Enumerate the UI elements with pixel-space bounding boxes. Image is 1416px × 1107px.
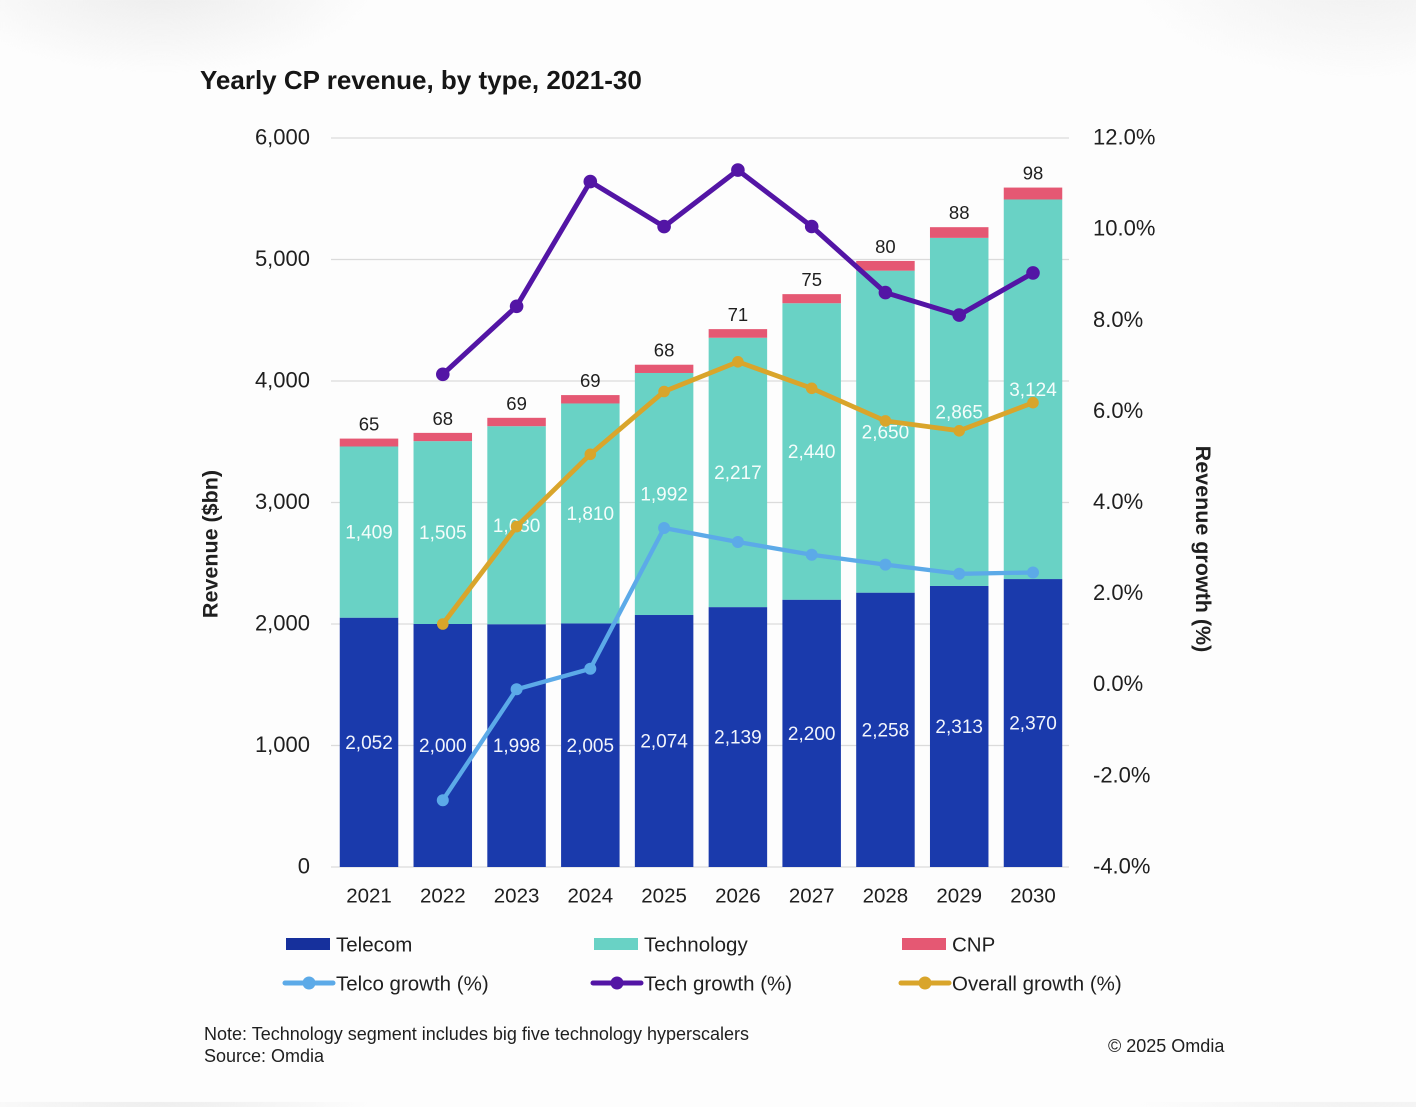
svg-text:69: 69: [506, 393, 527, 414]
svg-text:2,440: 2,440: [788, 442, 836, 463]
svg-text:2030: 2030: [1010, 885, 1056, 908]
svg-text:75: 75: [801, 269, 822, 290]
svg-text:1,992: 1,992: [640, 485, 688, 506]
svg-text:Revenue growth (%): Revenue growth (%): [1191, 446, 1215, 653]
svg-text:2,258: 2,258: [862, 720, 910, 741]
svg-text:2,052: 2,052: [345, 733, 393, 754]
svg-text:4.0%: 4.0%: [1093, 489, 1143, 514]
svg-text:Telco growth (%): Telco growth (%): [336, 972, 489, 995]
svg-text:68: 68: [654, 340, 675, 361]
svg-text:4,000: 4,000: [255, 368, 310, 393]
svg-text:2,650: 2,650: [862, 422, 910, 443]
svg-text:2.0%: 2.0%: [1093, 580, 1143, 605]
svg-text:Revenue ($bn): Revenue ($bn): [199, 470, 223, 618]
svg-text:CNP: CNP: [952, 933, 995, 956]
svg-text:-2.0%: -2.0%: [1093, 762, 1150, 787]
svg-text:2023: 2023: [494, 885, 540, 908]
svg-text:2026: 2026: [715, 885, 761, 908]
svg-text:65: 65: [359, 414, 380, 435]
svg-text:5,000: 5,000: [255, 246, 310, 271]
svg-text:10.0%: 10.0%: [1093, 216, 1155, 241]
svg-text:98: 98: [1023, 163, 1044, 184]
svg-text:Note: Technology segment inclu: Note: Technology segment includes big fi…: [204, 1024, 749, 1044]
svg-text:0.0%: 0.0%: [1093, 671, 1143, 696]
svg-text:2028: 2028: [863, 885, 909, 908]
svg-text:Yearly CP revenue, by type, 20: Yearly CP revenue, by type, 2021-30: [200, 65, 642, 95]
svg-text:1,000: 1,000: [255, 732, 310, 757]
svg-text:1,505: 1,505: [419, 523, 467, 544]
svg-text:2,139: 2,139: [714, 728, 762, 749]
svg-text:2,000: 2,000: [255, 611, 310, 636]
svg-text:3,000: 3,000: [255, 489, 310, 514]
svg-text:2022: 2022: [420, 885, 466, 908]
svg-text:0: 0: [298, 854, 310, 879]
svg-text:-4.0%: -4.0%: [1093, 854, 1150, 879]
svg-text:© 2025 Omdia: © 2025 Omdia: [1108, 1036, 1225, 1056]
svg-text:Overall growth (%): Overall growth (%): [952, 972, 1122, 995]
svg-text:88: 88: [949, 202, 970, 223]
svg-text:2,000: 2,000: [419, 736, 467, 757]
svg-text:2,074: 2,074: [640, 732, 688, 753]
svg-text:68: 68: [433, 408, 454, 429]
svg-text:1,409: 1,409: [345, 523, 393, 544]
svg-text:2,200: 2,200: [788, 724, 836, 745]
svg-text:2025: 2025: [641, 885, 687, 908]
svg-text:71: 71: [728, 304, 749, 325]
svg-text:2,370: 2,370: [1009, 714, 1057, 735]
svg-text:2,217: 2,217: [714, 463, 762, 484]
svg-text:6,000: 6,000: [255, 125, 310, 150]
svg-text:2024: 2024: [567, 885, 613, 908]
svg-text:2029: 2029: [936, 885, 982, 908]
svg-text:2,865: 2,865: [935, 403, 983, 424]
svg-text:80: 80: [875, 236, 896, 257]
svg-text:Technology: Technology: [644, 933, 748, 956]
svg-text:12.0%: 12.0%: [1093, 125, 1155, 150]
svg-text:Source: Omdia: Source: Omdia: [204, 1046, 325, 1066]
svg-text:6.0%: 6.0%: [1093, 398, 1143, 423]
svg-text:2,313: 2,313: [935, 717, 983, 738]
svg-text:Telecom: Telecom: [336, 933, 412, 956]
svg-text:2,005: 2,005: [567, 736, 615, 757]
svg-text:Tech growth (%): Tech growth (%): [644, 972, 792, 995]
svg-text:2027: 2027: [789, 885, 835, 908]
svg-text:8.0%: 8.0%: [1093, 307, 1143, 332]
svg-text:69: 69: [580, 370, 601, 391]
svg-text:2021: 2021: [346, 885, 392, 908]
svg-text:1,998: 1,998: [493, 736, 541, 757]
svg-text:3,124: 3,124: [1009, 380, 1057, 401]
svg-text:1,810: 1,810: [567, 504, 615, 525]
